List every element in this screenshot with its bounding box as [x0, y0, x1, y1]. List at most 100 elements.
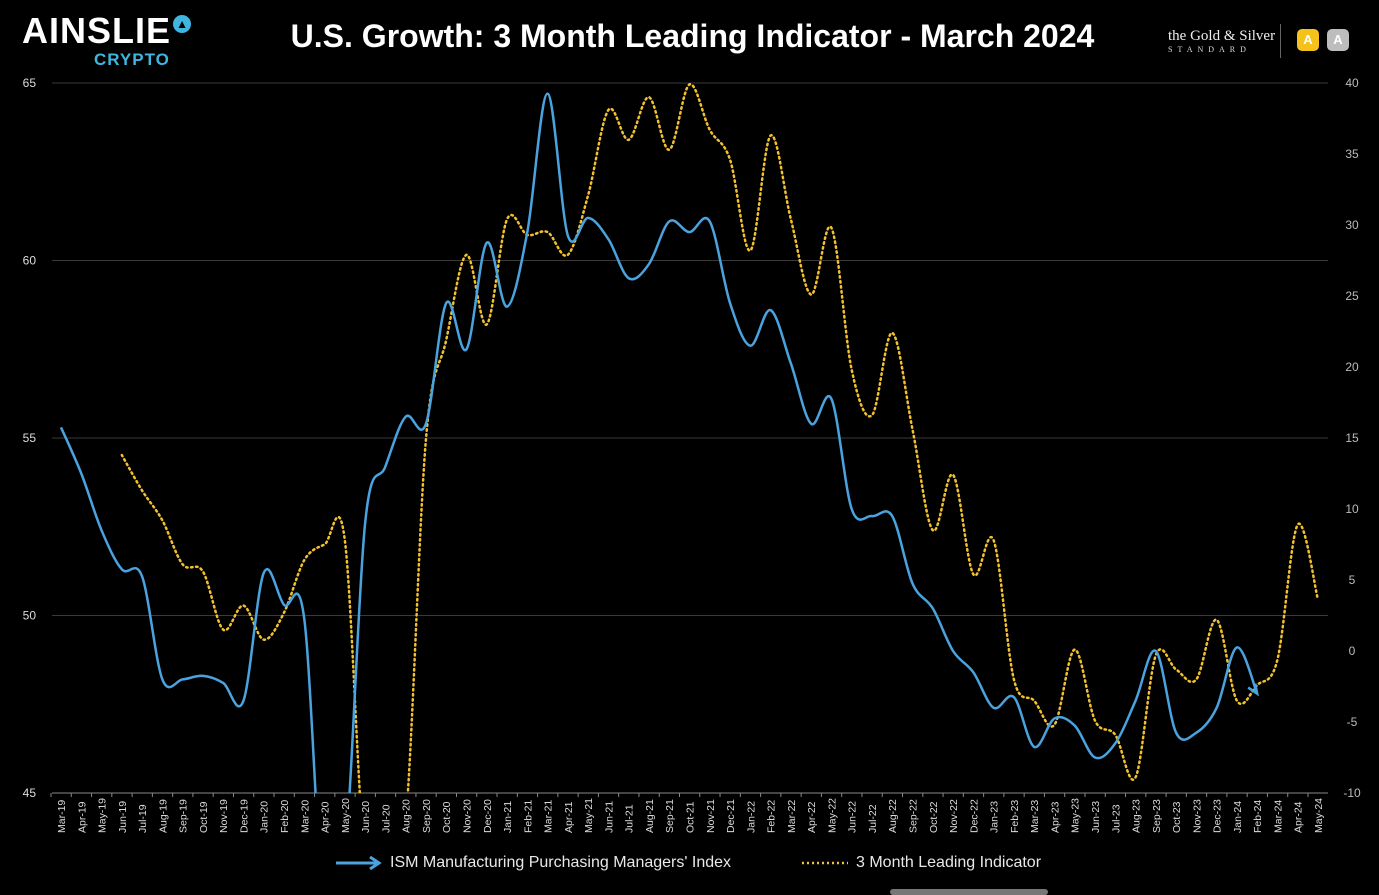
- x-tick-label: Sep-21: [664, 799, 676, 833]
- x-tick-label: Oct-22: [928, 801, 940, 833]
- x-tick-label: Oct-20: [441, 801, 453, 833]
- y-right-tick-label: 20: [1345, 360, 1359, 374]
- x-tick-label: Nov-19: [218, 799, 230, 833]
- x-tick-label: Aug-21: [644, 799, 656, 833]
- x-tick-label: Jan-24: [1232, 801, 1244, 833]
- x-tick-label: Oct-21: [685, 801, 697, 833]
- x-tick-label: Oct-19: [198, 801, 210, 833]
- x-tick-label: Jul-19: [137, 804, 149, 833]
- x-tick-label: Dec-21: [725, 799, 737, 833]
- x-tick-label: Apr-20: [320, 801, 332, 833]
- x-tick-label: May-23: [1070, 798, 1082, 833]
- y-right-tick-label: 30: [1345, 218, 1359, 232]
- y-right-tick-label: 0: [1349, 644, 1356, 658]
- y-right-tick-label: 25: [1345, 289, 1359, 303]
- x-tick-label: Jul-22: [867, 804, 879, 833]
- x-tick-label: Feb-22: [766, 800, 778, 833]
- y-right-tick-label: 15: [1345, 431, 1359, 445]
- x-tick-label: Apr-23: [1049, 801, 1061, 833]
- x-tick-label: Dec-22: [968, 799, 980, 833]
- x-tick-label: Sep-19: [178, 799, 190, 833]
- legend-label-leading: 3 Month Leading Indicator: [856, 854, 1042, 871]
- silver-badge-icon: A: [1327, 29, 1349, 51]
- x-tick-label: Aug-20: [401, 799, 413, 833]
- y-left-tick-label: 60: [23, 254, 37, 268]
- x-tick-label: Jun-23: [1090, 801, 1102, 833]
- logo-main-text: AINSLIE: [22, 10, 172, 51]
- partner-logo-top: the Gold & Silver: [1168, 28, 1276, 44]
- x-tick-label: Apr-21: [563, 801, 575, 833]
- x-tick-label: Nov-20: [461, 799, 473, 833]
- x-tick-label: Nov-23: [1191, 799, 1203, 833]
- x-tick-label: Aug-19: [157, 799, 169, 833]
- y-left-tick-label: 45: [23, 786, 37, 800]
- chart-title: U.S. Growth: 3 Month Leading Indicator -…: [290, 18, 1095, 54]
- x-tick-label: Mar-24: [1272, 800, 1284, 833]
- series-line-ism: [59, 92, 1259, 793]
- legend-arrow-icon: [336, 855, 382, 871]
- legend-item-ism: ISM Manufacturing Purchasing Managers' I…: [334, 854, 731, 872]
- x-tick-label: May-19: [97, 798, 109, 833]
- gold-badge-icon: A: [1297, 29, 1319, 51]
- y-left-tick-label: 50: [23, 609, 37, 623]
- x-tick-label: Jun-21: [603, 801, 615, 833]
- x-tick-label: Apr-22: [806, 801, 818, 833]
- x-tick-label: Jun-20: [360, 801, 372, 833]
- x-tick-label: Jul-23: [1110, 804, 1122, 833]
- y-right-tick-label: -5: [1347, 715, 1358, 729]
- x-tick-label: Nov-21: [705, 799, 717, 833]
- y-left-tick-label: 65: [23, 76, 37, 90]
- x-tick-label: Mar-22: [786, 800, 798, 833]
- y-right-tick-label: 5: [1349, 573, 1356, 587]
- x-tick-label: Jan-22: [745, 801, 757, 833]
- logo-a-icon: ▲: [173, 15, 192, 33]
- x-tick-label: Dec-23: [1212, 799, 1224, 833]
- x-tick-label: Apr-24: [1293, 801, 1305, 833]
- gold-silver-standard-logo: the Gold & Silver STANDARD: [1168, 28, 1275, 54]
- x-tick-label: Jul-21: [624, 804, 636, 833]
- y-right-tick-label: 10: [1345, 502, 1359, 516]
- x-tick-label: Mar-23: [1029, 800, 1041, 833]
- x-tick-label: Jan-23: [989, 801, 1001, 833]
- x-tick-label: May-22: [826, 798, 838, 833]
- x-tick-label: Jun-22: [847, 801, 859, 833]
- y-right-tick-label: 35: [1345, 147, 1359, 161]
- x-tick-label: Sep-22: [908, 799, 920, 833]
- x-tick-label: Nov-22: [948, 799, 960, 833]
- x-tick-label: Sep-20: [421, 799, 433, 833]
- x-tick-label: Apr-19: [76, 801, 88, 833]
- x-tick-label: Feb-23: [1009, 800, 1021, 833]
- x-tick-label: Feb-24: [1252, 800, 1264, 833]
- x-tick-label: Jun-19: [117, 801, 129, 833]
- x-tick-label: Dec-20: [482, 799, 494, 833]
- legend-dotted-line-icon: [802, 861, 848, 865]
- x-tick-label: Jan-20: [259, 801, 271, 833]
- y-right-tick-label: 40: [1345, 76, 1359, 90]
- x-tick-label: Mar-19: [56, 800, 68, 833]
- x-tick-label: Aug-22: [887, 799, 899, 833]
- x-tick-label: Sep-23: [1151, 799, 1163, 833]
- legend-item-leading: 3 Month Leading Indicator: [800, 854, 1041, 872]
- x-tick-label: Dec-19: [238, 799, 250, 833]
- x-tick-label: Feb-21: [522, 800, 534, 833]
- logo-sub-text: CRYPTO: [94, 50, 170, 69]
- scrollbar[interactable]: [890, 889, 1048, 895]
- partner-logo-bottom: STANDARD: [1168, 45, 1251, 54]
- x-tick-label: Oct-23: [1171, 801, 1183, 833]
- legend-label-ism: ISM Manufacturing Purchasing Managers' I…: [390, 854, 732, 871]
- x-tick-label: May-20: [340, 798, 352, 833]
- x-tick-label: May-24: [1313, 798, 1325, 833]
- x-tick-label: Aug-23: [1131, 799, 1143, 833]
- ainslie-crypto-logo: AINSLIE ▲ CRYPTO: [22, 10, 192, 69]
- y-left-tick-label: 55: [23, 431, 37, 445]
- x-tick-label: Feb-20: [279, 800, 291, 833]
- ism-arrowhead-icon: [1247, 683, 1259, 697]
- x-tick-label: Mar-21: [543, 800, 555, 833]
- series-line-leading-indicator: [120, 83, 1320, 793]
- y-right-tick-label: -10: [1343, 786, 1361, 800]
- x-tick-label: May-21: [583, 798, 595, 833]
- x-tick-label: Mar-20: [299, 800, 311, 833]
- x-tick-label: Jan-21: [502, 801, 514, 833]
- x-tick-label: Jul-20: [380, 804, 392, 833]
